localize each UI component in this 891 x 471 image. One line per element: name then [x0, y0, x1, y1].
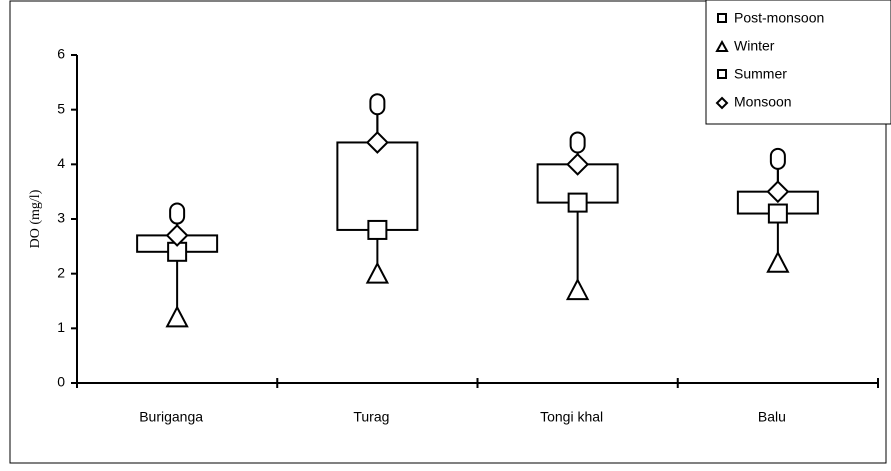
marker-diamond	[566, 152, 590, 176]
y-tick-label: 3	[57, 210, 65, 226]
legend-marker	[717, 13, 727, 23]
marker-diamond	[165, 223, 189, 247]
y-tick-label: 5	[57, 100, 65, 116]
x-tick-label: Tongi khal	[540, 409, 603, 425]
marker-triangle	[165, 305, 189, 328]
marker-circle	[769, 147, 786, 170]
chart-frame	[9, 0, 887, 464]
legend-label: Summer	[734, 66, 787, 82]
box	[336, 141, 419, 231]
marker-circle	[169, 202, 186, 225]
y-axis-title: DO (mg/l)	[28, 189, 43, 248]
marker-circle	[369, 93, 386, 116]
marker-triangle	[565, 277, 590, 301]
marker-square	[567, 192, 588, 213]
legend-box	[705, 0, 891, 125]
legend-label: Winter	[734, 38, 775, 54]
marker-diamond	[766, 180, 790, 204]
x-tick-label: Buriganga	[139, 409, 203, 425]
marker-triangle	[365, 261, 390, 284]
legend-marker	[715, 39, 729, 52]
marker-triangle	[766, 250, 790, 273]
marker-diamond	[365, 131, 389, 154]
marker-square	[767, 203, 788, 224]
marker-square	[367, 219, 388, 240]
y-tick-label: 4	[57, 155, 65, 171]
legend-label: Monsoon	[734, 94, 792, 110]
y-tick-label: 1	[57, 319, 65, 335]
x-tick-label: Balu	[758, 409, 786, 425]
legend-marker	[715, 96, 729, 110]
marker-circle	[569, 131, 586, 154]
y-tick-label: 0	[57, 374, 65, 390]
y-tick-label: 2	[57, 264, 65, 280]
x-tick-label: Turag	[353, 409, 389, 425]
y-tick-label: 6	[57, 46, 65, 62]
legend-marker	[717, 69, 727, 79]
legend-label: Post-monsoon	[734, 10, 824, 26]
